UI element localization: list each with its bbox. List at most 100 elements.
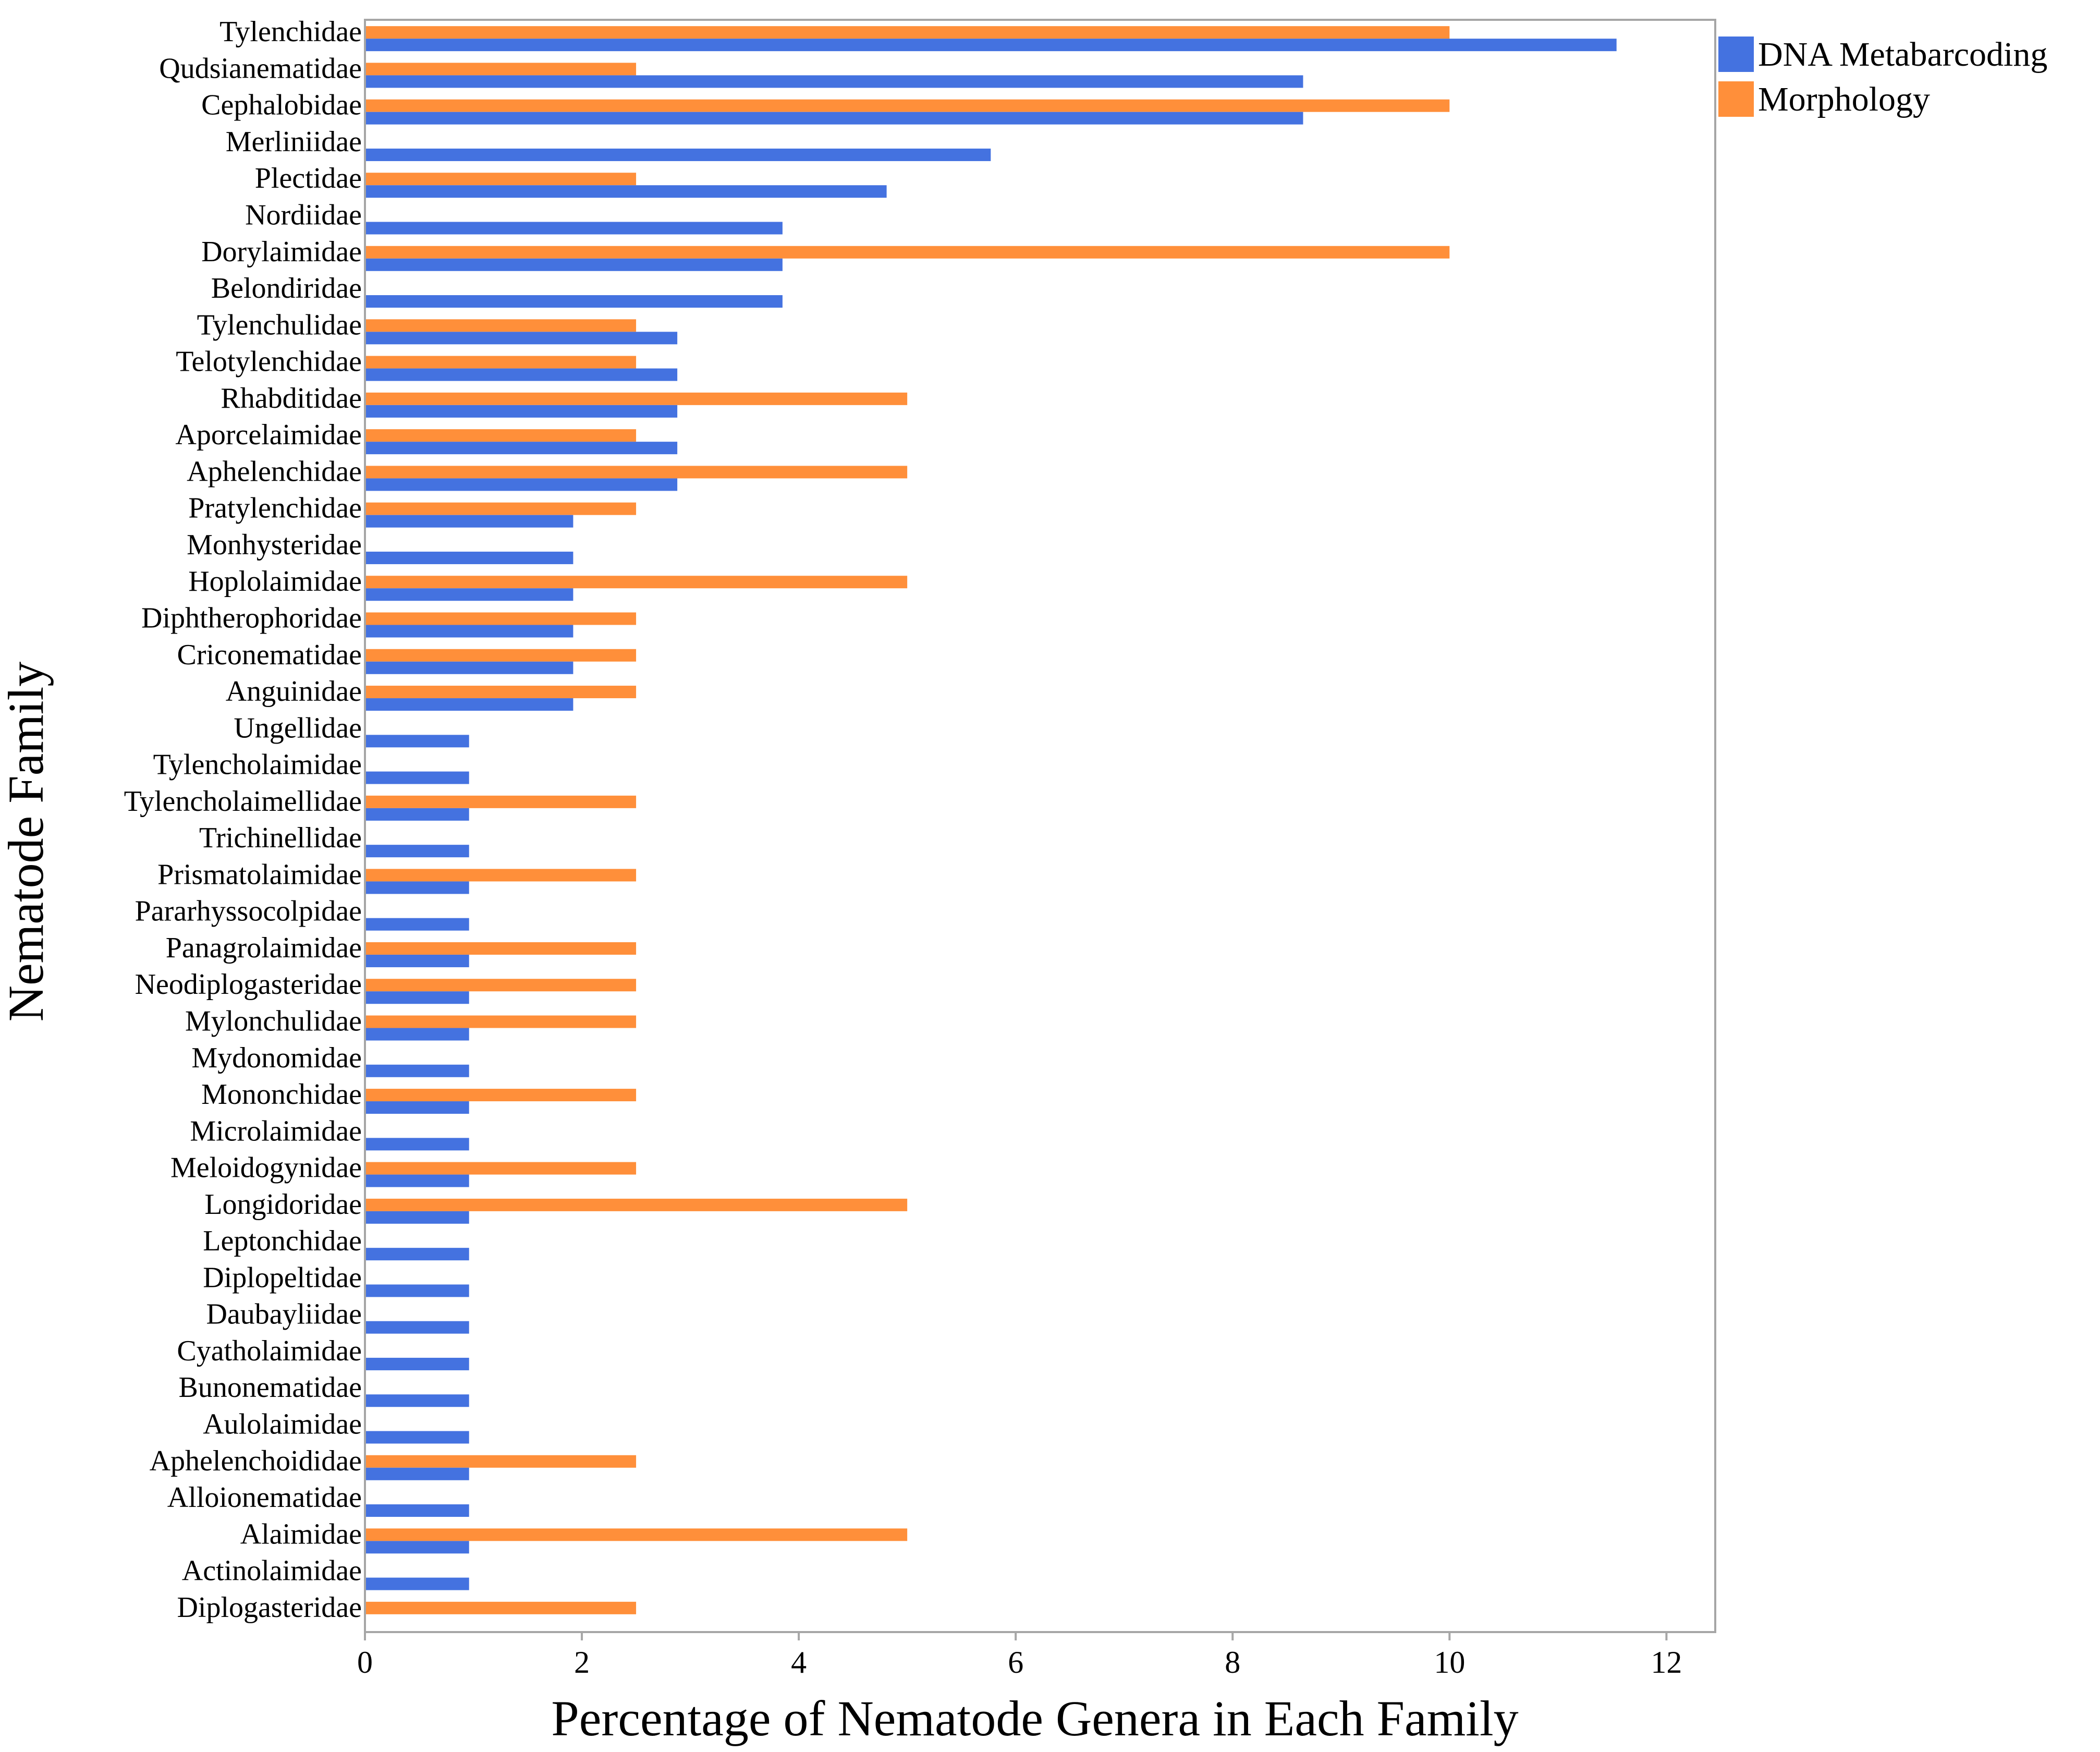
bar-morphology-plectidae	[365, 173, 637, 186]
bar-dna-metabarcoding-ungellidae	[365, 735, 469, 748]
category-label: Tylenchidae	[219, 16, 362, 48]
category-label: Nordiidae	[245, 199, 362, 232]
bar-morphology-panagrolaimidae	[365, 942, 637, 955]
legend-swatch-morphology	[1718, 81, 1754, 117]
bar-morphology-mononchidae	[365, 1089, 637, 1102]
category-label: Diphtherophoridae	[141, 602, 362, 635]
bar-dna-metabarcoding-plectidae	[365, 185, 887, 198]
category-label: Panagrolaimidae	[166, 932, 362, 964]
bar-dna-metabarcoding-mononchidae	[365, 1101, 469, 1114]
bar-morphology-dorylaimidae	[365, 246, 1450, 259]
bar-dna-metabarcoding-belondiridae	[365, 295, 783, 308]
category-label: Tylenchulidae	[197, 309, 362, 341]
category-label: Bunonematidae	[179, 1371, 362, 1404]
bar-morphology-diphtherophoridae	[365, 612, 637, 625]
legend-label-dna-metabarcoding: DNA Metabarcoding	[1758, 35, 2047, 74]
bar-morphology-qudsianematidae	[365, 63, 637, 76]
category-label: Daubayliidae	[206, 1298, 362, 1331]
bar-dna-metabarcoding-bunonematidae	[365, 1394, 469, 1407]
category-label: Hoplolaimidae	[188, 565, 362, 598]
category-label: Dorylaimidae	[201, 236, 362, 268]
bar-dna-metabarcoding-tylencholaimidae	[365, 771, 469, 784]
bar-dna-metabarcoding-aulolaimidae	[365, 1431, 469, 1444]
bar-morphology-anguinidae	[365, 686, 637, 699]
category-label: Mydonomidae	[191, 1042, 362, 1074]
category-label: Telotylenchidae	[176, 346, 362, 378]
category-label: Aporcelaimidae	[175, 419, 362, 451]
bar-dna-metabarcoding-prismatolaimidae	[365, 881, 469, 894]
category-label: Mononchidae	[201, 1078, 362, 1111]
bar-dna-metabarcoding-aporcelaimidae	[365, 442, 678, 455]
bar-dna-metabarcoding-qudsianematidae	[365, 75, 1303, 88]
x-tick-label: 12	[1651, 1645, 1682, 1680]
bar-dna-metabarcoding-trichinellidae	[365, 845, 469, 858]
bar-morphology-telotylenchidae	[365, 356, 637, 369]
category-label: Microlaimidae	[190, 1115, 362, 1147]
category-label: Aphelenchidae	[187, 455, 362, 488]
bar-morphology-mylonchulidae	[365, 1015, 637, 1028]
bar-morphology-aphelenchidae	[365, 466, 908, 479]
bar-dna-metabarcoding-pararhyssocolpidae	[365, 918, 469, 931]
bar-morphology-hoplolaimidae	[365, 576, 908, 589]
bar-morphology-aporcelaimidae	[365, 429, 637, 442]
bars-layer	[365, 26, 1617, 1614]
category-label: Cyatholaimidae	[177, 1335, 362, 1367]
category-label: Criconematidae	[177, 639, 362, 671]
bar-dna-metabarcoding-aphelenchoididae	[365, 1467, 469, 1480]
bar-morphology-aphelenchoididae	[365, 1455, 637, 1468]
bar-morphology-diplogasteridae	[365, 1601, 637, 1614]
legend: DNA Metabarcoding Morphology	[1718, 35, 2047, 118]
category-label: Plectidae	[255, 162, 362, 194]
category-label: Pratylenchidae	[188, 492, 362, 525]
category-label: Meloidogynidae	[170, 1152, 362, 1184]
bar-dna-metabarcoding-tylenchulidae	[365, 332, 678, 345]
bar-morphology-alaimidae	[365, 1528, 908, 1541]
legend-label-morphology: Morphology	[1758, 80, 1930, 118]
x-tick-label: 8	[1225, 1645, 1240, 1680]
bar-morphology-tylenchulidae	[365, 319, 637, 332]
category-label: Diplopeltidae	[203, 1261, 362, 1294]
category-label: Prismatolaimidae	[157, 858, 362, 891]
bar-dna-metabarcoding-tylenchidae	[365, 39, 1617, 52]
bar-dna-metabarcoding-mydonomidae	[365, 1064, 469, 1077]
bar-dna-metabarcoding-meloidogynidae	[365, 1174, 469, 1187]
x-tick-label: 10	[1434, 1645, 1465, 1680]
bar-dna-metabarcoding-rhabditidae	[365, 405, 678, 418]
bar-dna-metabarcoding-cephalobidae	[365, 112, 1303, 125]
bar-dna-metabarcoding-alaimidae	[365, 1541, 469, 1554]
category-label: Monhysteridae	[187, 529, 362, 561]
bar-dna-metabarcoding-leptonchidae	[365, 1248, 469, 1261]
bar-morphology-prismatolaimidae	[365, 869, 637, 882]
bar-dna-metabarcoding-longidoridae	[365, 1211, 469, 1224]
category-label: Alaimidae	[240, 1518, 362, 1550]
bar-dna-metabarcoding-anguinidae	[365, 698, 573, 711]
bar-dna-metabarcoding-merliniidae	[365, 148, 991, 161]
category-label: Diplogasteridae	[177, 1591, 362, 1624]
bar-dna-metabarcoding-aphelenchidae	[365, 478, 678, 491]
bar-morphology-criconematidae	[365, 649, 637, 662]
x-tick-label: 6	[1008, 1645, 1023, 1680]
x-tick-label: 0	[357, 1645, 373, 1680]
category-label: Actinolaimidae	[182, 1555, 362, 1587]
bar-morphology-meloidogynidae	[365, 1162, 637, 1175]
bar-morphology-neodiplogasteridae	[365, 979, 637, 992]
bar-morphology-tylenchidae	[365, 26, 1450, 39]
bar-dna-metabarcoding-pratylenchidae	[365, 515, 573, 528]
bar-morphology-longidoridae	[365, 1198, 908, 1211]
x-ticks: 0 2 4 6 8 10 12	[357, 1632, 1682, 1680]
category-label: Ungellidae	[234, 712, 362, 744]
x-axis-title: Percentage of Nematode Genera in Each Fa…	[551, 1690, 1518, 1746]
category-label: Anguinidae	[226, 675, 362, 708]
bar-dna-metabarcoding-panagrolaimidae	[365, 954, 469, 967]
category-label: Cephalobidae	[201, 89, 362, 121]
x-tick-label: 4	[791, 1645, 807, 1680]
category-label: Qudsianematidae	[159, 52, 362, 84]
bar-dna-metabarcoding-telotylenchidae	[365, 368, 678, 381]
bar-dna-metabarcoding-daubayliidae	[365, 1321, 469, 1334]
bar-dna-metabarcoding-actinolaimidae	[365, 1577, 469, 1590]
category-label: Pararhyssocolpidae	[135, 895, 362, 928]
category-label: Tylencholaimellidae	[124, 785, 362, 818]
category-label: Longidoridae	[204, 1188, 362, 1221]
category-label: Mylonchulidae	[185, 1005, 362, 1038]
